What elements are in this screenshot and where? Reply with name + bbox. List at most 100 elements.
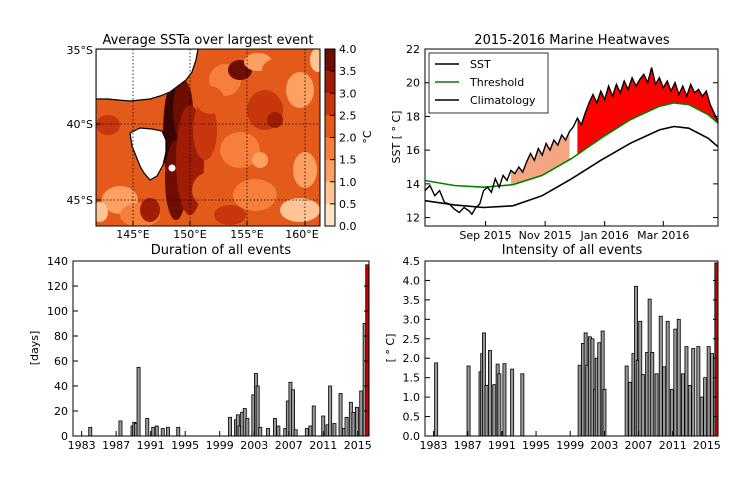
colorbar-tick-label: 1.5: [339, 154, 357, 167]
anomaly-contour: [192, 172, 228, 208]
duration-bar: [328, 385, 333, 437]
duration-bar: [118, 420, 123, 437]
colorbar-tick-label: 0.0: [339, 220, 357, 233]
intensity-title: Intensity of all events: [502, 243, 643, 258]
intensity-bar: [487, 349, 492, 437]
intensity-bar: [669, 388, 674, 437]
intensity-bar: [665, 320, 670, 437]
intensity-ytick-label: 2.0: [403, 352, 421, 365]
anomaly-contour: [214, 205, 246, 225]
intensity-frame: [424, 260, 719, 437]
mainland-australia: [96, 49, 199, 102]
intensity-ytick-label: 3.5: [403, 294, 421, 307]
minor-event-fill: [510, 131, 570, 185]
intensity-bar: [673, 328, 678, 437]
sst-line: [425, 67, 718, 216]
colorbar-tick-label: 1.0: [339, 176, 357, 189]
anomaly-contour: [252, 152, 268, 168]
duration-bar: [293, 429, 298, 437]
intensity-bar: [624, 365, 629, 437]
intensity-bar: [681, 373, 685, 437]
duration-xtick-label: 1991: [137, 439, 165, 452]
map-ytick-label: 35°S: [67, 44, 93, 57]
heatwave-panel: 2015-2016 Marine Heatwaves 121416182022 …: [390, 33, 719, 242]
duration-bar: [145, 418, 150, 437]
colorbar-tick-label: 0.5: [339, 198, 357, 211]
heatwave-xtick-label: Jan 2016: [579, 229, 628, 242]
intensity-bar: [628, 381, 632, 437]
duration-xtick-label: 2003: [240, 439, 268, 452]
duration-ytick-label: 20: [54, 405, 68, 418]
intensity-bar: [650, 351, 655, 437]
intensity-bar: [640, 374, 645, 437]
intensity-xtick-label: 1999: [556, 439, 584, 452]
colorbar-cell: [325, 159, 335, 182]
duration-highlight-bar: [365, 264, 370, 437]
anomaly-contour: [140, 198, 160, 222]
intensity-xtick-label: 2015: [693, 439, 721, 452]
anomaly-contour: [269, 130, 301, 170]
duration-bar: [332, 423, 337, 437]
heatwave-ylabel: SST [ ° C]: [390, 111, 403, 164]
heatwave-xtick-label: Mar 2016: [637, 229, 689, 242]
duration-bar: [151, 426, 156, 437]
intensity-bar: [662, 366, 667, 437]
intensity-bar: [691, 348, 696, 437]
anomaly-contour: [286, 72, 314, 108]
heatwave-ytick-label: 14: [406, 178, 420, 191]
duration-ylabel: [days]: [28, 331, 41, 366]
duration-bar: [304, 428, 309, 437]
anomaly-contour: [293, 152, 317, 188]
duration-bar: [351, 411, 356, 437]
intensity-bar: [434, 362, 439, 437]
intensity-xtick-label: 1983: [420, 439, 448, 452]
tasmania: [129, 127, 167, 181]
intensity-bar: [510, 368, 515, 437]
intensity-bar: [699, 396, 704, 437]
map-panel: Average SSTa over largest event: [67, 33, 374, 241]
duration-title: Duration of all events: [151, 243, 292, 258]
intensity-bar: [710, 353, 714, 437]
colorbar-tick-label: 3.0: [339, 87, 357, 100]
duration-bar: [338, 393, 343, 437]
duration-bar: [258, 426, 263, 437]
intensity-ytick-label: 2.5: [403, 333, 421, 346]
intensity-ytick-label: 4.0: [403, 274, 421, 287]
anomaly-contour: [220, 132, 260, 168]
colorbar: 0.0 0.5 1.0 1.5 2.0 2.5 3.0 3.5 4.0 °C: [324, 43, 374, 233]
map-gridlines: [96, 49, 320, 226]
duration-ytick-label: 140: [47, 255, 68, 268]
duration-ytick-label: 40: [54, 380, 68, 393]
intensity-bar: [484, 384, 489, 437]
intensity-bar: [658, 315, 663, 437]
anomaly-contour: [262, 58, 298, 82]
colorbar-tick-label: 2.0: [339, 132, 357, 145]
map-xtick-label: 145°E: [116, 228, 149, 241]
intensity-bar: [706, 346, 711, 437]
intensity-bar: [577, 364, 582, 437]
heatwave-ytick-label: 20: [406, 77, 420, 90]
legend-box: [428, 52, 549, 114]
intensity-xtick-label: 1987: [454, 439, 482, 452]
map-xtick-label: 160°E: [285, 228, 318, 241]
colorbar-tick-label: 2.5: [339, 109, 357, 122]
intensity-ytick-label: 1.5: [403, 372, 421, 385]
map-field: [96, 49, 320, 226]
intensity-bar: [502, 363, 507, 437]
duration-panel: Duration of all events 0 20 40 60 80 100 120 14…: [28, 243, 372, 452]
anomaly-contour: [96, 140, 132, 200]
intensity-bar: [654, 373, 659, 437]
duration-xtick-label: 1983: [68, 439, 96, 452]
duration-xtick-label: 1987: [102, 439, 130, 452]
map-xtick-label: 150°E: [173, 228, 206, 241]
map-xtick-label: 155°E: [230, 228, 263, 241]
duration-bar: [344, 416, 349, 437]
intensity-bar: [597, 342, 602, 437]
intensity-xtick-label: 2003: [590, 439, 618, 452]
heatwave-xtick-label: Sep 2015: [459, 229, 511, 242]
duration-bar: [165, 426, 170, 437]
duration-bar: [228, 416, 232, 437]
intensity-ytick-label: 1.0: [403, 391, 421, 404]
duration-bar: [272, 418, 277, 437]
colorbar-cell: [325, 93, 335, 116]
